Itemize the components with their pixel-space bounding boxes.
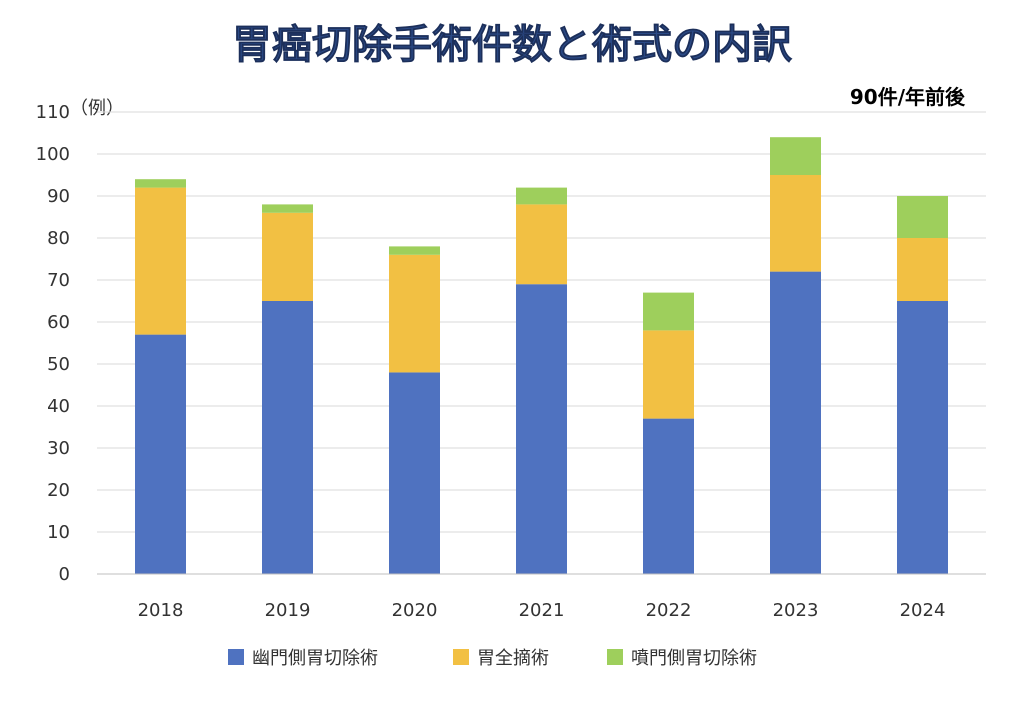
legend-swatch — [453, 649, 469, 665]
y-tick-label: 20 — [47, 480, 70, 501]
y-axis-unit-label: （例） — [70, 98, 124, 119]
chart-subtitle: 90件/年前後 — [850, 85, 966, 109]
y-tick-label: 100 — [36, 144, 70, 165]
bar-segment — [135, 179, 186, 188]
bar-segment — [643, 418, 694, 574]
x-tick-label: 2022 — [646, 600, 692, 621]
x-tick-label: 2021 — [519, 600, 565, 621]
y-tick-label: 80 — [47, 228, 70, 249]
x-tick-label: 2024 — [900, 600, 946, 621]
chart-title-text: 胃癌切除手術件数と術式の内訳 — [232, 22, 793, 68]
legend-swatch — [607, 649, 623, 665]
chart-title: 胃癌切除手術件数と術式の内訳 — [232, 22, 794, 69]
bar-segment — [770, 271, 821, 574]
y-tick-label: 90 — [47, 186, 70, 207]
bar-segment — [643, 292, 694, 331]
x-tick-label: 2019 — [265, 600, 311, 621]
bar-segment — [770, 137, 821, 175]
bar-segment — [643, 330, 694, 419]
y-tick-label: 110 — [36, 102, 70, 123]
y-tick-label: 60 — [47, 312, 70, 333]
bar-segment — [516, 284, 567, 574]
bar-segment — [516, 204, 567, 285]
x-axis-ticks: 2018 2019 2020 2021 2022 2023 2024 — [138, 600, 946, 621]
legend-label: 噴門側胃切除術 — [631, 648, 757, 669]
y-axis-ticks: 0 10 20 30 40 50 60 70 80 90 100 110 — [36, 102, 70, 585]
bar-segment — [897, 196, 948, 238]
x-tick-label: 2023 — [773, 600, 819, 621]
bar-segment — [897, 301, 948, 574]
bar-segment — [389, 372, 440, 574]
bar-segment — [262, 204, 313, 213]
bar-segment — [770, 175, 821, 272]
x-tick-label: 2020 — [392, 600, 438, 621]
y-tick-label: 30 — [47, 438, 70, 459]
y-tick-label: 50 — [47, 354, 70, 375]
legend-swatch — [228, 649, 244, 665]
y-tick-label: 70 — [47, 270, 70, 291]
bar-segment — [516, 187, 567, 205]
bar-segment — [897, 238, 948, 301]
x-tick-label: 2018 — [138, 600, 184, 621]
bar-segment — [389, 254, 440, 373]
legend-label: 胃全摘術 — [477, 648, 549, 669]
legend-label: 幽門側胃切除術 — [252, 648, 378, 669]
y-tick-label: 0 — [59, 564, 70, 585]
y-tick-label: 40 — [47, 396, 70, 417]
bar-segment — [135, 334, 186, 574]
bar-segment — [389, 246, 440, 255]
bar-segment — [262, 212, 313, 301]
bar-segment — [135, 187, 186, 335]
bar-segment — [262, 301, 313, 574]
bars — [135, 137, 948, 574]
y-tick-label: 10 — [47, 522, 70, 543]
legend: 幽門側胃切除術 胃全摘術 噴門側胃切除術 — [228, 648, 757, 669]
